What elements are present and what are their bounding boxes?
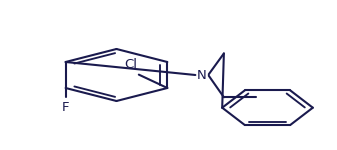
Text: N: N bbox=[197, 69, 207, 81]
Text: F: F bbox=[62, 101, 69, 114]
Text: Cl: Cl bbox=[124, 58, 137, 71]
